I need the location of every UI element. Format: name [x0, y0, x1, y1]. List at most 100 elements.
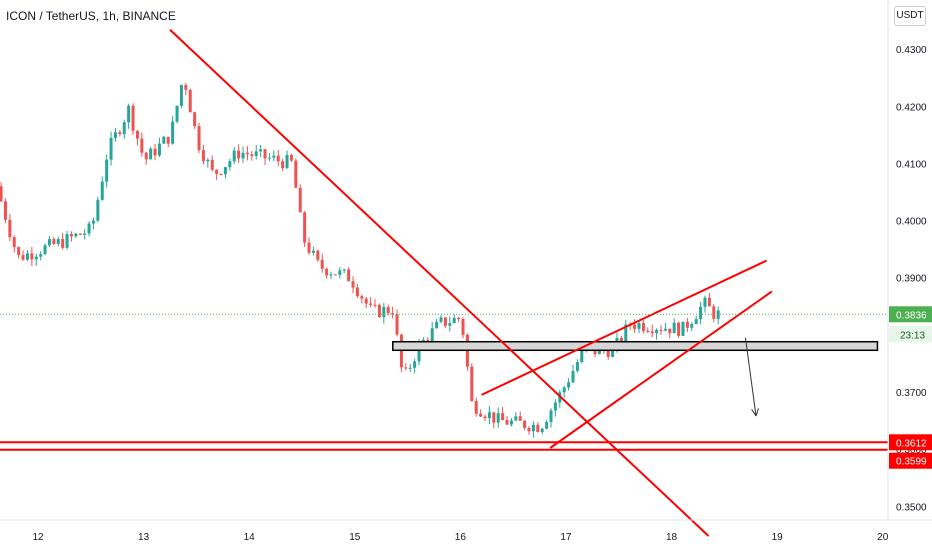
candle-body — [707, 297, 711, 307]
y-tick-label: 0.4100 — [896, 159, 927, 170]
support-low-badge: 0.3599 — [896, 457, 927, 468]
candle-body — [237, 150, 241, 159]
candle-body — [386, 307, 390, 314]
candle-body — [166, 136, 170, 144]
candle-body — [175, 105, 179, 122]
arrow-head — [755, 408, 759, 417]
candle-body — [395, 314, 399, 335]
candle-body — [712, 306, 716, 319]
candle-body — [228, 161, 232, 168]
candle-body — [127, 105, 131, 123]
candle-body — [342, 269, 346, 271]
y-tick-label: 0.4200 — [896, 102, 927, 113]
candle-body — [347, 269, 351, 282]
candle-body — [122, 122, 126, 135]
candle-body — [540, 428, 544, 433]
x-tick-label: 12 — [32, 532, 44, 543]
candle-body — [232, 150, 236, 162]
candle-body — [201, 150, 205, 162]
candle-body — [351, 281, 355, 288]
candle-body — [171, 121, 175, 144]
candle-body — [179, 85, 183, 106]
candle-body — [30, 253, 34, 260]
currency-button[interactable]: USDT — [894, 6, 926, 26]
candle-body — [43, 245, 47, 255]
candle-body — [78, 233, 82, 235]
drawings[interactable] — [0, 28, 888, 537]
candle-body — [619, 337, 623, 342]
candle-body — [131, 105, 135, 131]
candle-body — [241, 152, 245, 159]
candle-body — [157, 143, 161, 156]
candle-body — [413, 361, 417, 368]
candle-body — [113, 132, 117, 138]
candle-body — [553, 402, 557, 411]
candle-body — [105, 159, 109, 182]
candle-body — [360, 296, 364, 299]
time-axis[interactable]: 12 13 14 15 16 17 18 19 20 — [32, 532, 888, 543]
candle-body — [307, 242, 311, 253]
y-tick-label: 0.4300 — [896, 45, 927, 56]
candle-body — [580, 349, 584, 363]
candle-body — [83, 233, 87, 235]
candle-body — [61, 239, 65, 248]
candle-body — [430, 328, 434, 343]
candle-body — [382, 307, 386, 318]
support-high-badge: 0.3612 — [896, 438, 927, 449]
candle-body — [215, 169, 219, 174]
candle-body — [118, 132, 122, 135]
candle-body — [435, 321, 439, 329]
candle-body — [562, 387, 566, 393]
candle-body — [549, 410, 553, 423]
candle-body — [501, 413, 505, 421]
x-tick-label: 18 — [666, 532, 678, 543]
candle-body — [672, 322, 676, 334]
candle-body — [47, 239, 51, 246]
trendline[interactable] — [549, 290, 773, 449]
candle-body — [681, 321, 685, 336]
candle-body — [408, 367, 412, 369]
candles — [0, 83, 720, 438]
candle-body — [267, 157, 271, 159]
candle-body — [162, 136, 166, 144]
candle-body — [646, 330, 650, 332]
candle-body — [448, 323, 452, 326]
resistance-zone[interactable] — [392, 340, 879, 352]
candle-body — [659, 330, 663, 332]
candle-body — [716, 310, 720, 319]
candle-body — [39, 254, 43, 257]
candle-body — [417, 342, 421, 362]
candle-body — [514, 416, 518, 421]
candle-body — [96, 199, 100, 221]
forecast-arrow[interactable] — [744, 337, 757, 417]
candle-body — [149, 148, 153, 160]
candle-body — [655, 330, 659, 334]
candle-body — [329, 274, 333, 276]
y-tick-label: 0.3600 — [896, 445, 927, 456]
candle-body — [531, 424, 535, 432]
chart-title: ICON / TetherUS, 1h, BINANCE — [6, 9, 176, 23]
candle-body — [259, 149, 263, 152]
y-tick-label: 0.3900 — [896, 274, 927, 285]
trendline[interactable] — [169, 28, 710, 537]
candle-body — [663, 328, 667, 331]
candle-body — [100, 181, 104, 200]
trendline[interactable] — [481, 259, 767, 396]
candle-body — [87, 223, 91, 234]
candle-body — [285, 154, 289, 168]
candle-body — [391, 313, 395, 315]
support-high-badge-bg — [889, 434, 932, 451]
candle-body — [474, 401, 478, 414]
candle-body — [263, 149, 267, 159]
candle-body — [8, 219, 12, 238]
candle-body — [523, 420, 527, 428]
x-tick-label: 14 — [244, 532, 256, 543]
candle-body — [250, 154, 254, 156]
candle-body — [0, 186, 3, 202]
candle-body — [703, 297, 707, 307]
candle-body — [272, 155, 276, 158]
candle-body — [289, 154, 293, 161]
candle-body — [369, 303, 373, 305]
candle-body — [452, 317, 456, 324]
